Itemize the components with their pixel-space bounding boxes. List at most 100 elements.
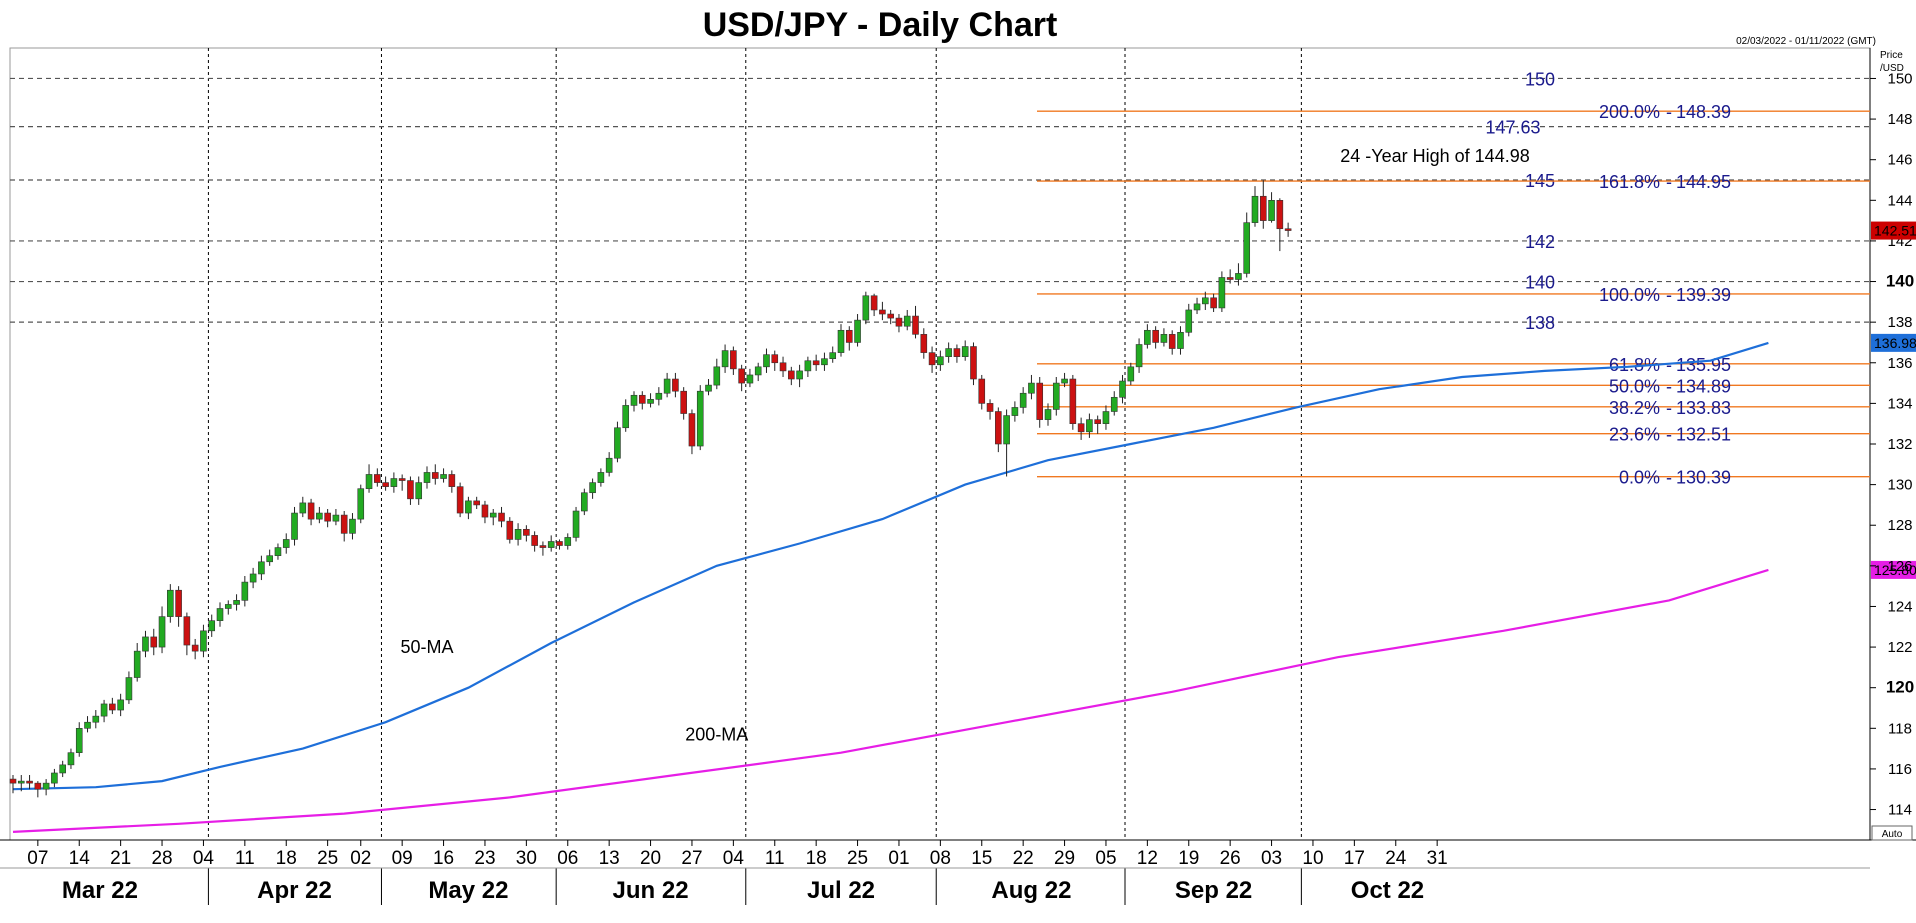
candle-bull (1185, 309, 1193, 333)
candle-bull (572, 510, 580, 538)
candle-bull (1144, 329, 1151, 345)
candle-bull (133, 650, 141, 678)
candle-bull (1243, 222, 1251, 274)
candle-bear (1036, 382, 1044, 420)
x-tick-label: 22 (1013, 848, 1034, 869)
x-month-label: Jun 22 (613, 877, 689, 904)
ma-price-tag-label: 136.98 (1874, 335, 1916, 351)
x-axis: 07 14 21 28 04 11 18 25 02 09 16 23 30 06 13 20 27 04 11 18… (0, 839, 1916, 905)
x-tick-label: 12 (1137, 848, 1158, 869)
candle-bear (531, 535, 538, 546)
candle-bull (564, 537, 572, 546)
fib-pct-label: 100.0% (1599, 285, 1660, 305)
x-month-label: Jul 22 (807, 877, 875, 904)
candle-bull (614, 427, 621, 459)
price-axis-label-line1: Price (1880, 50, 1903, 61)
auto-scale-box[interactable] (1871, 825, 1913, 841)
candle-bear (738, 368, 745, 384)
candle-bear (879, 309, 886, 315)
ma-line-200-ma (12, 568, 1769, 833)
level-label: 147.63 (1485, 118, 1540, 138)
moving-averages-layer: 50-MA 136.98 200-MA 125.80 (12, 333, 1916, 833)
candle-bull (365, 474, 373, 489)
candle-bear (26, 780, 33, 784)
candle-bull (1160, 334, 1168, 343)
candle-bear (324, 512, 331, 522)
ma-price-tag-label: 125.80 (1874, 562, 1916, 578)
candle-bull (291, 512, 298, 540)
candle-bear (175, 589, 182, 617)
x-tick-label: 04 (193, 848, 215, 869)
candle-bull (605, 457, 613, 473)
fib-pct-label: 0.0% (1619, 468, 1660, 488)
x-tick-label: 23 (474, 848, 495, 869)
candle-bull (589, 482, 596, 494)
y-tick-label: 150 (1887, 70, 1912, 87)
candle-bear (638, 394, 646, 404)
x-month-label: Aug 22 (991, 877, 1071, 904)
candle-bull (581, 492, 588, 512)
candle-bull (937, 356, 944, 366)
candle-bull (1011, 407, 1019, 416)
candle-bear (1284, 228, 1292, 231)
fib-separator: - (1666, 285, 1672, 305)
x-tick-label: 28 (151, 848, 172, 869)
x-month-label: Oct 22 (1351, 877, 1424, 904)
candle-bear (382, 482, 389, 487)
x-month-label: Mar 22 (62, 877, 138, 904)
x-tick-label: 05 (1095, 848, 1116, 869)
candle-bear (523, 528, 530, 536)
year-high-annotation: 24 -Year High of 144.98 (1340, 146, 1529, 166)
candle-bull (357, 488, 365, 520)
x-tick-label: 03 (1261, 848, 1282, 869)
candle-bear (970, 346, 977, 380)
y-tick-label: 120 (1886, 678, 1914, 697)
candle-bull (208, 620, 216, 632)
x-tick-label: 01 (888, 848, 909, 869)
y-tick-label: 114 (1888, 802, 1912, 819)
fib-pct-label: 38.2% (1609, 398, 1660, 418)
candle-bear (995, 411, 1002, 445)
candle-bull (241, 581, 249, 601)
candle-bull (796, 370, 803, 380)
level-label: 140 (1525, 273, 1555, 293)
fib-pct-label: 161.8% (1599, 172, 1660, 192)
x-tick-label: 07 (27, 848, 48, 869)
fib-separator: - (1666, 468, 1672, 488)
x-tick-label: 13 (599, 848, 620, 869)
candle-bull (1135, 344, 1143, 368)
candle-bull (1251, 195, 1259, 223)
candle-bull (1119, 380, 1126, 398)
candle-bull (862, 295, 870, 321)
candle-bull (316, 512, 323, 520)
candle-bear (307, 502, 315, 520)
x-tick-label: 04 (723, 848, 745, 869)
x-month-label: Sep 22 (1175, 877, 1252, 904)
x-tick-label: 14 (69, 848, 91, 869)
candle-bear (1152, 329, 1159, 343)
candle-bear (812, 360, 820, 366)
level-label: 142 (1525, 232, 1555, 252)
candle-bull (945, 348, 952, 357)
x-tick-label: 09 (392, 848, 413, 869)
candle-bull (1052, 382, 1060, 410)
candle-bull (332, 514, 340, 522)
candle-bear (150, 636, 158, 648)
candle-bull (158, 616, 166, 648)
x-tick-label: 11 (235, 848, 255, 869)
candle-bear (1210, 297, 1217, 309)
candle-bear (895, 317, 903, 327)
candle-bear (498, 512, 505, 522)
candle-bull (804, 360, 812, 372)
fib-value-label: 148.39 (1676, 102, 1731, 122)
candle-bull (713, 366, 721, 386)
candle-bull (663, 378, 671, 394)
candle-bear (779, 362, 787, 372)
y-tick-label: 122 (1887, 639, 1912, 656)
candle-bear (845, 329, 853, 343)
ma-price-tag (1871, 333, 1916, 352)
fib-separator: - (1666, 398, 1672, 418)
